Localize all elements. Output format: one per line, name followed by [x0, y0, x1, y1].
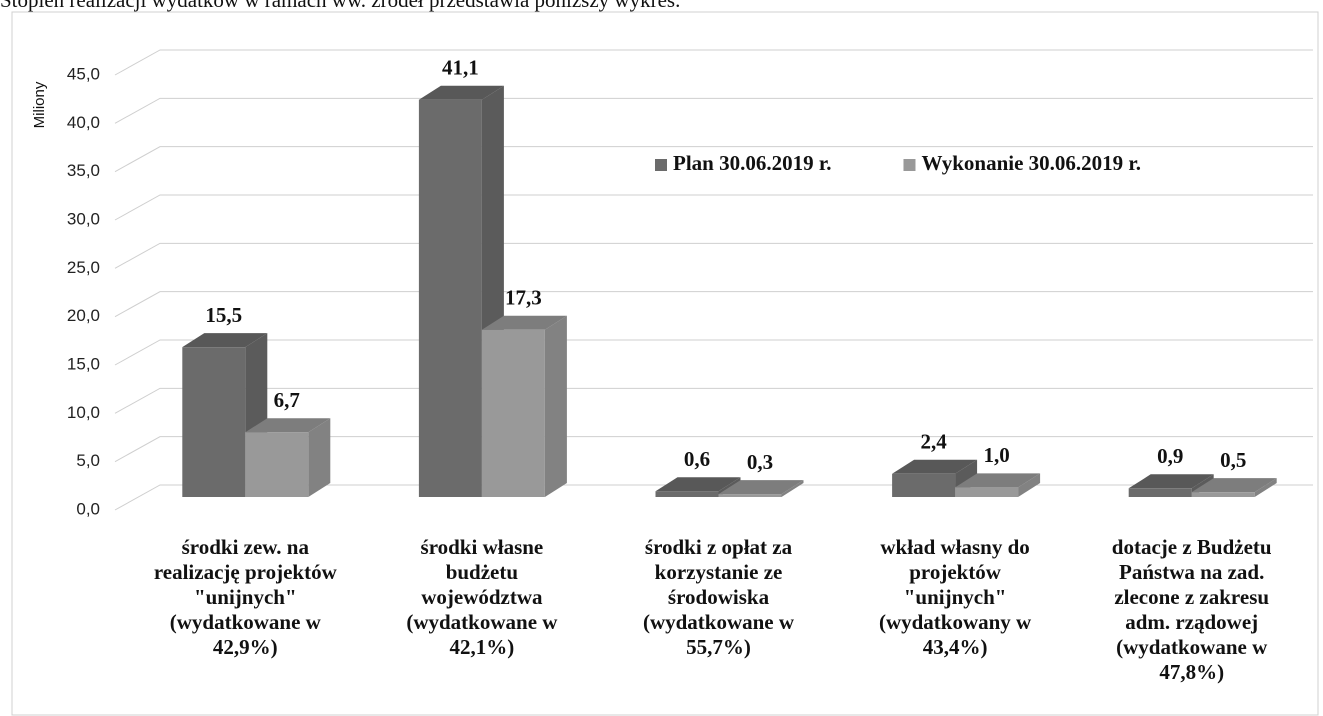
data-label: 2,4: [920, 430, 947, 454]
y-tick-label: 20,0: [67, 306, 100, 325]
bar-top: [1191, 478, 1277, 493]
bar: [481, 315, 567, 497]
y-tick-label: 0,0: [76, 499, 100, 518]
bar-top: [182, 333, 268, 348]
chart-border: [11, 11, 1319, 716]
bar: [1191, 478, 1277, 497]
bar: [245, 418, 331, 497]
y-tick-label: 40,0: [67, 113, 100, 132]
bar-top: [245, 418, 331, 433]
bar-front: [718, 494, 782, 497]
caption: Stopień realizacji wydatków w ramach ww.…: [0, 0, 680, 12]
y-tick-label: 35,0: [67, 161, 100, 180]
bar: [955, 473, 1041, 497]
data-label: 41,1: [442, 56, 479, 80]
y-axis-title: Miliony: [31, 81, 48, 128]
legend-label: Wykonanie 30.06.2019 r.: [921, 151, 1141, 175]
grid-line: [114, 291, 1313, 318]
x-tick-label: wkład własny do projektów "unijnych" (wy…: [878, 535, 1032, 659]
bar-side: [308, 418, 331, 497]
y-tick-label: 15,0: [67, 354, 100, 373]
legend-swatch: [903, 159, 916, 171]
bar-front: [1191, 492, 1255, 497]
data-label: 1,0: [983, 443, 1009, 467]
y-tick-label: 5,0: [76, 451, 100, 470]
bar: [718, 480, 804, 497]
data-label: 0,9: [1157, 444, 1183, 468]
data-label: 15,5: [205, 303, 242, 327]
grid-line: [114, 339, 1313, 366]
y-tick-label: 10,0: [67, 403, 100, 422]
bar-front: [955, 487, 1019, 497]
bar-side: [544, 315, 567, 497]
bar-side: [1018, 473, 1041, 497]
bar-top: [655, 477, 741, 492]
bar-top: [418, 85, 504, 100]
data-label: 6,7: [274, 388, 300, 412]
data-label: 0,6: [684, 447, 710, 471]
bar-side: [781, 480, 804, 497]
bar-front: [892, 473, 956, 497]
x-tick-label: dotacje z Budżetu Państwa na zad. zlecon…: [1111, 535, 1272, 684]
grid-line: [114, 146, 1313, 173]
bar-top: [892, 459, 978, 474]
legend-label: Plan 30.06.2019 r.: [673, 151, 831, 175]
grid-line: [114, 49, 1313, 76]
grid-line: [114, 436, 1313, 463]
x-tick-label: środki z opłat za korzystanie ze środowi…: [642, 535, 795, 659]
bar-top: [955, 473, 1041, 488]
x-tick-label: środki własne budżetu województwa (wydat…: [406, 535, 558, 659]
bar: [892, 459, 978, 497]
grid-line: [114, 194, 1313, 221]
grid-line: [114, 242, 1313, 269]
legend-swatch: [655, 159, 667, 171]
bar-front: [481, 329, 545, 497]
data-label: 0,5: [1220, 448, 1246, 472]
grid-line: [114, 97, 1313, 124]
bar-front: [1128, 488, 1192, 497]
grid-line: [114, 387, 1313, 414]
bar-top: [481, 315, 567, 330]
bar-front: [418, 99, 482, 497]
y-tick-label: 30,0: [67, 209, 100, 228]
y-tick-label: 25,0: [67, 258, 100, 277]
bar-front: [245, 432, 309, 497]
bar-top: [1128, 474, 1214, 489]
data-label: 17,3: [505, 286, 542, 310]
y-tick-label: 45,0: [67, 64, 100, 83]
bar-top: [718, 480, 804, 495]
bar-front: [655, 491, 719, 497]
x-tick-label: środki zew. na realizację projektów "uni…: [153, 535, 337, 659]
data-label: 0,3: [747, 450, 773, 474]
bar-front: [182, 347, 246, 497]
bar: [418, 85, 504, 497]
bar-side: [1254, 478, 1277, 497]
